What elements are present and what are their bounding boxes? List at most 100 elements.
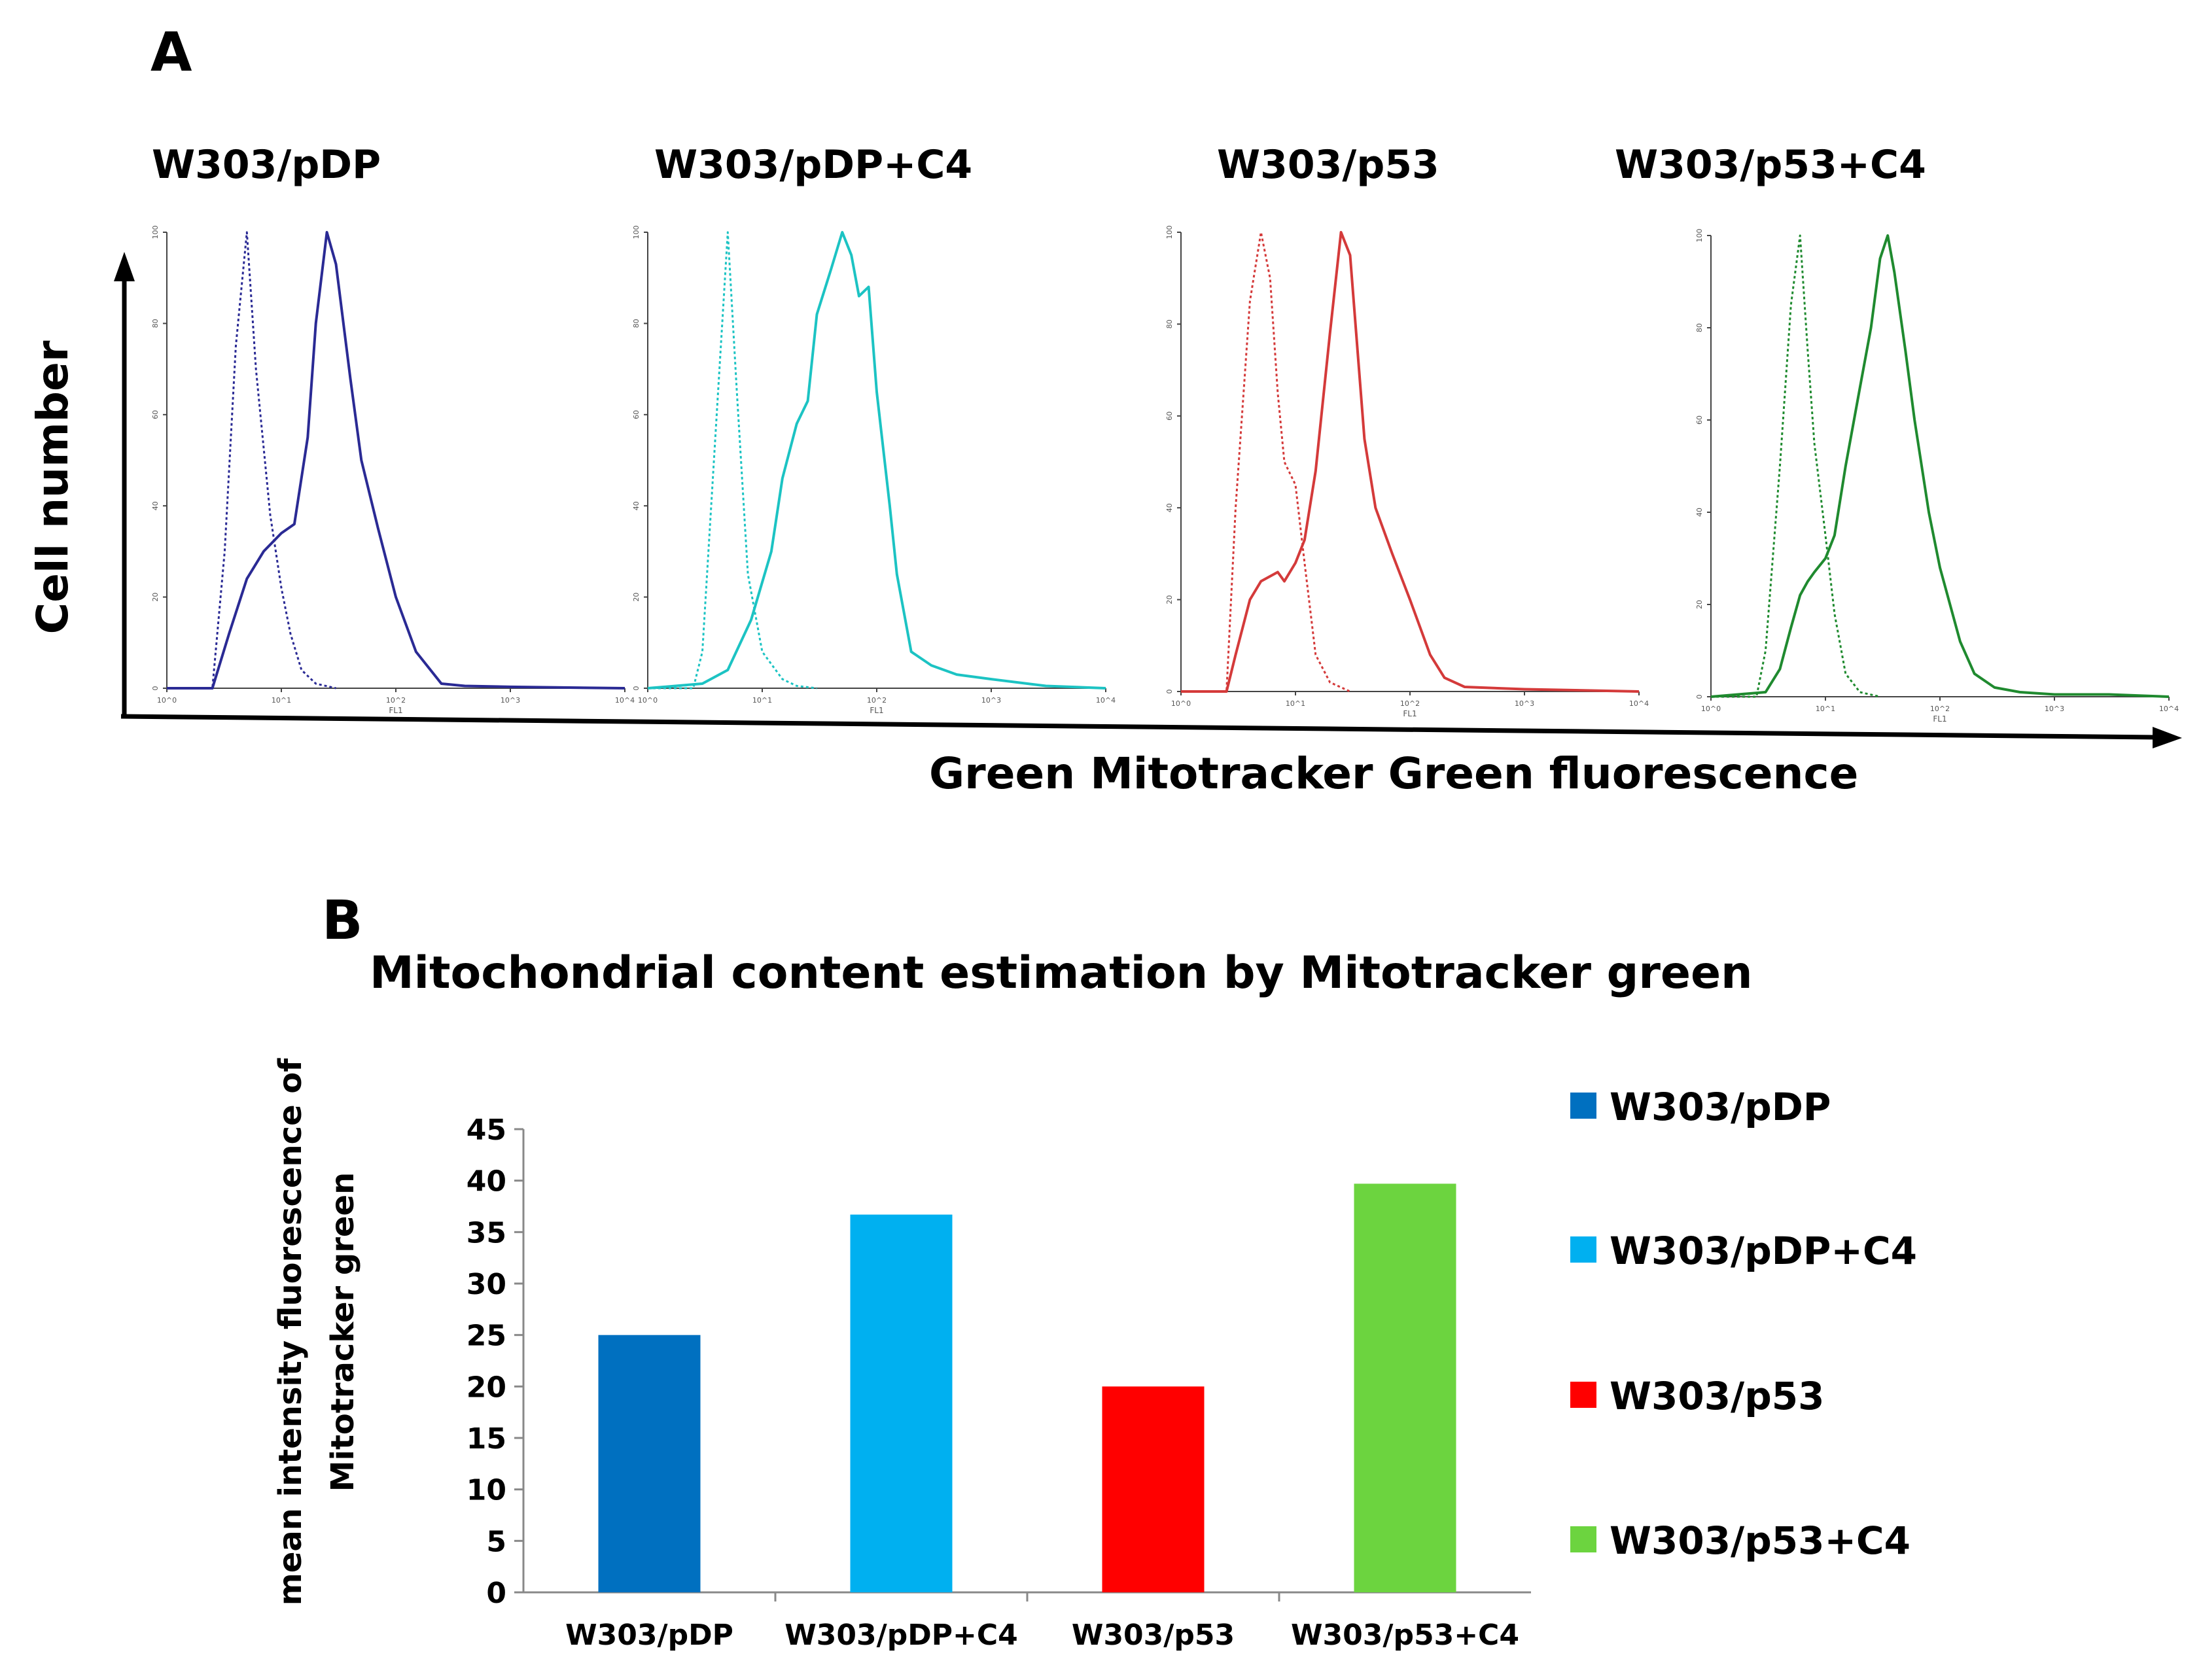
hist-title-3: W303/p53: [1217, 142, 1439, 188]
bar-chart-title: Mitochondrial content estimation by Mito…: [370, 947, 1753, 999]
histogram-control-curve: [1181, 231, 1351, 693]
bar-chart: 0 5 10 15 20 25 30 35 40 45 W303/pDP W303/pDP+C4 W30…: [467, 1113, 1531, 1652]
histogram-control-curve: [648, 231, 817, 690]
histogram-x-tick-label: 10^1: [1286, 699, 1305, 708]
hist-title-2: W303/pDP+C4: [654, 142, 972, 188]
legend-swatch-2: [1570, 1236, 1596, 1263]
panel-b-label: B: [322, 890, 363, 952]
legend-label-2: W303/pDP+C4: [1610, 1229, 1917, 1273]
histogram-y-tick-label: 80: [1695, 323, 1704, 332]
histogram-fl1-label: FL1: [389, 706, 402, 715]
histogram-y-tick-label: 0: [1165, 690, 1174, 694]
legend-label-1: W303/pDP: [1610, 1085, 1831, 1129]
bar-3: [1102, 1386, 1205, 1592]
histogram-x-tick-label: 10^0: [157, 696, 177, 705]
histogram-x-tick-label: 10^2: [867, 696, 887, 705]
histogram-x-tick-label: 10^2: [1400, 699, 1420, 708]
histograms: 0 20 40 60 80 100 10^0 10^1 10^2 10^3 10^4 FL1 0 20 40…: [151, 226, 2179, 724]
histogram-control-curve: [167, 231, 336, 690]
histogram-y-tick-label: 20: [1165, 595, 1174, 604]
histogram-y-tick-label: 40: [1165, 503, 1174, 512]
legend-label-4: W303/p53+C4: [1610, 1518, 1910, 1563]
hist-title-1: W303/pDP: [152, 142, 381, 188]
histogram-1: 0 20 40 60 80 100 10^0 10^1 10^2 10^3 10^4 FL1: [151, 226, 635, 716]
bar-2: [850, 1214, 953, 1592]
histogram-y-tick-label: 80: [1165, 319, 1174, 328]
histogram-4: 0 20 40 60 80 100 10^0 10^1 10^2 10^3 10^4 FL1: [1695, 229, 2179, 724]
legend-swatch-4: [1570, 1526, 1596, 1552]
histogram-y-tick-label: 40: [151, 501, 160, 510]
bar-y-tick-label: 15: [467, 1422, 506, 1456]
histogram-y-tick-label: 20: [632, 593, 641, 602]
histogram-x-tick-label: 10^3: [981, 696, 1001, 705]
histogram-x-tick-label: 10^0: [1171, 699, 1191, 708]
bar-category-label: W303/pDP: [565, 1619, 733, 1652]
bar-1: [598, 1335, 701, 1592]
histogram-y-tick-label: 100: [1165, 226, 1174, 239]
histogram-y-tick-label: 80: [632, 319, 641, 328]
histogram-x-tick-label: 10^2: [1930, 705, 1950, 713]
x-axis-arrow-line: [120, 714, 2157, 740]
histogram-y-tick-label: 80: [151, 319, 160, 328]
histogram-y-tick-label: 60: [632, 410, 641, 419]
panel-a-label: A: [150, 22, 192, 84]
bar-ylabel-line-1: mean intensity fluorescence of: [272, 1058, 309, 1606]
histogram-x-tick-label: 10^4: [1629, 699, 1649, 708]
histogram-y-tick-label: 100: [151, 226, 160, 239]
histogram-x-tick-label: 10^1: [1816, 705, 1835, 713]
histogram-x-tick-label: 10^2: [386, 696, 406, 705]
histogram-y-tick-label: 60: [151, 410, 160, 419]
hist-title-4: W303/p53+C4: [1615, 142, 1926, 188]
histogram-mitotracker-curve: [1710, 234, 2170, 698]
histogram-y-tick-label: 0: [1695, 695, 1704, 699]
panel-a-axes: [114, 252, 2182, 748]
histogram-x-tick-label: 10^3: [1515, 699, 1534, 708]
histogram-control-curve: [1711, 234, 1880, 698]
legend-label-3: W303/p53: [1610, 1374, 1824, 1418]
x-axis-arrowhead: [2153, 727, 2182, 748]
bar-y-tick-label: 30: [467, 1268, 506, 1301]
histogram-x-tick-label: 10^3: [501, 696, 520, 705]
panel-a-ylabel: Cell number: [27, 340, 78, 634]
histogram-y-tick-label: 20: [1695, 600, 1704, 609]
histogram-y-tick-label: 0: [632, 686, 641, 691]
bar-y-tick-label: 45: [467, 1113, 506, 1147]
bar-category-label: W303/p53+C4: [1291, 1619, 1519, 1652]
bar-ylabel-line-2: Mitotracker green: [325, 1172, 361, 1492]
bar-legend: W303/pDP W303/pDP+C4 W303/p53 W303/p53+C…: [1570, 1085, 1917, 1563]
histogram-x-tick-label: 10^4: [2159, 705, 2179, 713]
panel-a-xlabel: Green Mitotracker Green fluorescence: [929, 748, 1858, 799]
histogram-y-tick-label: 0: [151, 686, 160, 691]
bar-y-tick-label: 25: [467, 1320, 506, 1353]
y-axis-arrowhead: [114, 252, 135, 281]
bar-y-tick-label: 35: [467, 1216, 506, 1250]
bar-category-label: W303/p53: [1072, 1619, 1235, 1652]
histogram-x-tick-label: 10^1: [752, 696, 772, 705]
bar-y-tick-label: 0: [486, 1577, 506, 1610]
bar-y-tick-label: 40: [467, 1165, 506, 1199]
bar-category-label: W303/pDP+C4: [784, 1619, 1018, 1652]
histogram-x-tick-label: 10^0: [638, 696, 658, 705]
histogram-y-tick-label: 20: [151, 593, 160, 602]
histogram-fl1-label: FL1: [1403, 709, 1417, 718]
histogram-x-tick-label: 10^1: [272, 696, 291, 705]
histogram-mitotracker-curve: [647, 231, 1106, 690]
panel-b: B Mitochondrial content estimation by Mi…: [272, 890, 1917, 1652]
histogram-y-tick-label: 40: [1695, 508, 1704, 517]
bar-y-tick-label: 5: [486, 1525, 506, 1558]
legend-swatch-3: [1570, 1382, 1596, 1408]
bar-y-tick-label: 10: [467, 1474, 506, 1507]
histogram-mitotracker-curve: [1181, 231, 1640, 693]
bar-4: [1354, 1183, 1456, 1592]
histogram-3: 0 20 40 60 80 100 10^0 10^1 10^2 10^3 10^4 FL1: [1165, 226, 1649, 719]
histogram-y-tick-label: 60: [1695, 415, 1704, 425]
histogram-y-tick-label: 100: [632, 226, 641, 239]
histogram-mitotracker-curve: [167, 231, 625, 690]
histogram-y-tick-label: 40: [632, 501, 641, 510]
histogram-x-tick-label: 10^4: [1096, 696, 1116, 705]
bar-y-tick-label: 20: [467, 1371, 506, 1404]
legend-swatch-1: [1570, 1093, 1596, 1119]
histogram-x-tick-label: 10^0: [1701, 705, 1721, 713]
histogram-x-tick-label: 10^4: [615, 696, 635, 705]
